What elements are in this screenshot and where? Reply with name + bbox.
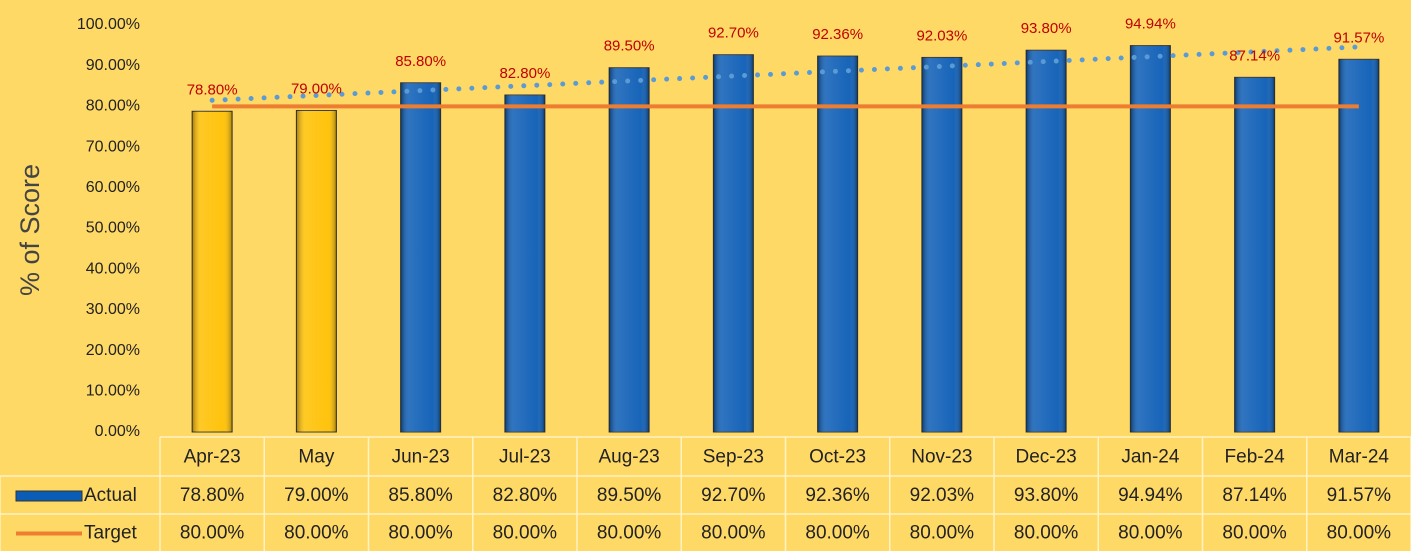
x-tick-label: May bbox=[298, 447, 334, 468]
bar-bevel bbox=[296, 110, 337, 432]
table-cell: 80.00% bbox=[388, 523, 453, 544]
table-cell: 79.00% bbox=[284, 485, 349, 506]
y-axis-title: % of Score bbox=[15, 164, 45, 296]
bar-bevel bbox=[1234, 77, 1275, 432]
y-tick-label: 0.00% bbox=[95, 423, 140, 440]
table-cell: 80.00% bbox=[1327, 523, 1392, 544]
bar-bevel bbox=[192, 111, 233, 432]
x-tick-label: Feb-24 bbox=[1225, 447, 1286, 468]
x-tick-label: Sep-23 bbox=[703, 447, 764, 468]
data-label: 79.00% bbox=[291, 80, 342, 97]
trendline bbox=[209, 44, 1362, 103]
x-tick-label: Mar-24 bbox=[1329, 447, 1390, 468]
table-cell: 78.80% bbox=[180, 485, 245, 506]
x-tick-label: Jul-23 bbox=[499, 447, 551, 468]
bar-bevel bbox=[713, 54, 754, 432]
legend-label: Actual bbox=[84, 485, 137, 506]
y-tick-label: 70.00% bbox=[86, 138, 140, 155]
y-tick-label: 100.00% bbox=[77, 16, 140, 33]
y-tick-label: 90.00% bbox=[86, 57, 140, 74]
bar-bevel bbox=[1338, 59, 1379, 433]
table-cell: 92.03% bbox=[910, 485, 975, 506]
data-label: 85.80% bbox=[395, 53, 446, 70]
table-cell: 80.00% bbox=[1014, 523, 1079, 544]
data-label: 92.03% bbox=[916, 27, 967, 44]
table-cell: 80.00% bbox=[910, 523, 975, 544]
x-tick-label: Jan-24 bbox=[1121, 447, 1180, 468]
bar-bevel bbox=[1130, 45, 1171, 432]
y-tick-label: 80.00% bbox=[86, 98, 140, 115]
table-cell: 80.00% bbox=[180, 523, 245, 544]
legend-key bbox=[15, 490, 83, 502]
x-tick-label: Dec-23 bbox=[1016, 447, 1077, 468]
x-tick-label: Jun-23 bbox=[392, 447, 450, 468]
table-cell: 92.36% bbox=[805, 485, 870, 506]
table-cell: 89.50% bbox=[597, 485, 662, 506]
bar-bevel bbox=[1026, 50, 1067, 432]
table-cell: 87.14% bbox=[1222, 485, 1287, 506]
y-tick-label: 50.00% bbox=[86, 220, 140, 237]
table-cell: 82.80% bbox=[493, 485, 558, 506]
legend-label: Target bbox=[84, 523, 138, 544]
data-label: 89.50% bbox=[604, 38, 655, 55]
data-label: 87.14% bbox=[1229, 47, 1280, 64]
data-label: 92.36% bbox=[812, 26, 863, 43]
data-label: 91.57% bbox=[1333, 29, 1384, 46]
bar-bevel bbox=[504, 95, 545, 432]
x-tick-label: Nov-23 bbox=[911, 447, 972, 468]
bar-bevel bbox=[609, 67, 650, 433]
table-cell: 94.94% bbox=[1118, 485, 1183, 506]
data-label: 78.80% bbox=[187, 81, 238, 98]
table-cell: 80.00% bbox=[805, 523, 870, 544]
y-tick-label: 20.00% bbox=[86, 342, 140, 359]
table-cell: 93.80% bbox=[1014, 485, 1079, 506]
x-tick-label: Apr-23 bbox=[184, 447, 241, 468]
data-label: 93.80% bbox=[1021, 20, 1072, 37]
y-tick-label: 30.00% bbox=[86, 301, 140, 318]
y-tick-label: 10.00% bbox=[86, 383, 140, 400]
bar-bevel bbox=[921, 57, 962, 433]
table-cell: 91.57% bbox=[1327, 485, 1392, 506]
bar-bevel bbox=[817, 56, 858, 433]
data-label: 82.80% bbox=[499, 65, 550, 82]
bar-bevel bbox=[400, 82, 441, 432]
table-cell: 80.00% bbox=[597, 523, 662, 544]
x-tick-label: Aug-23 bbox=[598, 447, 659, 468]
table-cell: 80.00% bbox=[701, 523, 766, 544]
table-cell: 92.70% bbox=[701, 485, 766, 506]
table-cell: 80.00% bbox=[1118, 523, 1183, 544]
y-tick-label: 40.00% bbox=[86, 260, 140, 277]
data-label: 92.70% bbox=[708, 25, 759, 42]
y-tick-label: 60.00% bbox=[86, 179, 140, 196]
table-cell: 80.00% bbox=[1222, 523, 1287, 544]
table-cell: 80.00% bbox=[493, 523, 558, 544]
x-tick-label: Oct-23 bbox=[809, 447, 866, 468]
table-cell: 85.80% bbox=[388, 485, 453, 506]
data-label: 94.94% bbox=[1125, 16, 1176, 33]
table-cell: 80.00% bbox=[284, 523, 349, 544]
